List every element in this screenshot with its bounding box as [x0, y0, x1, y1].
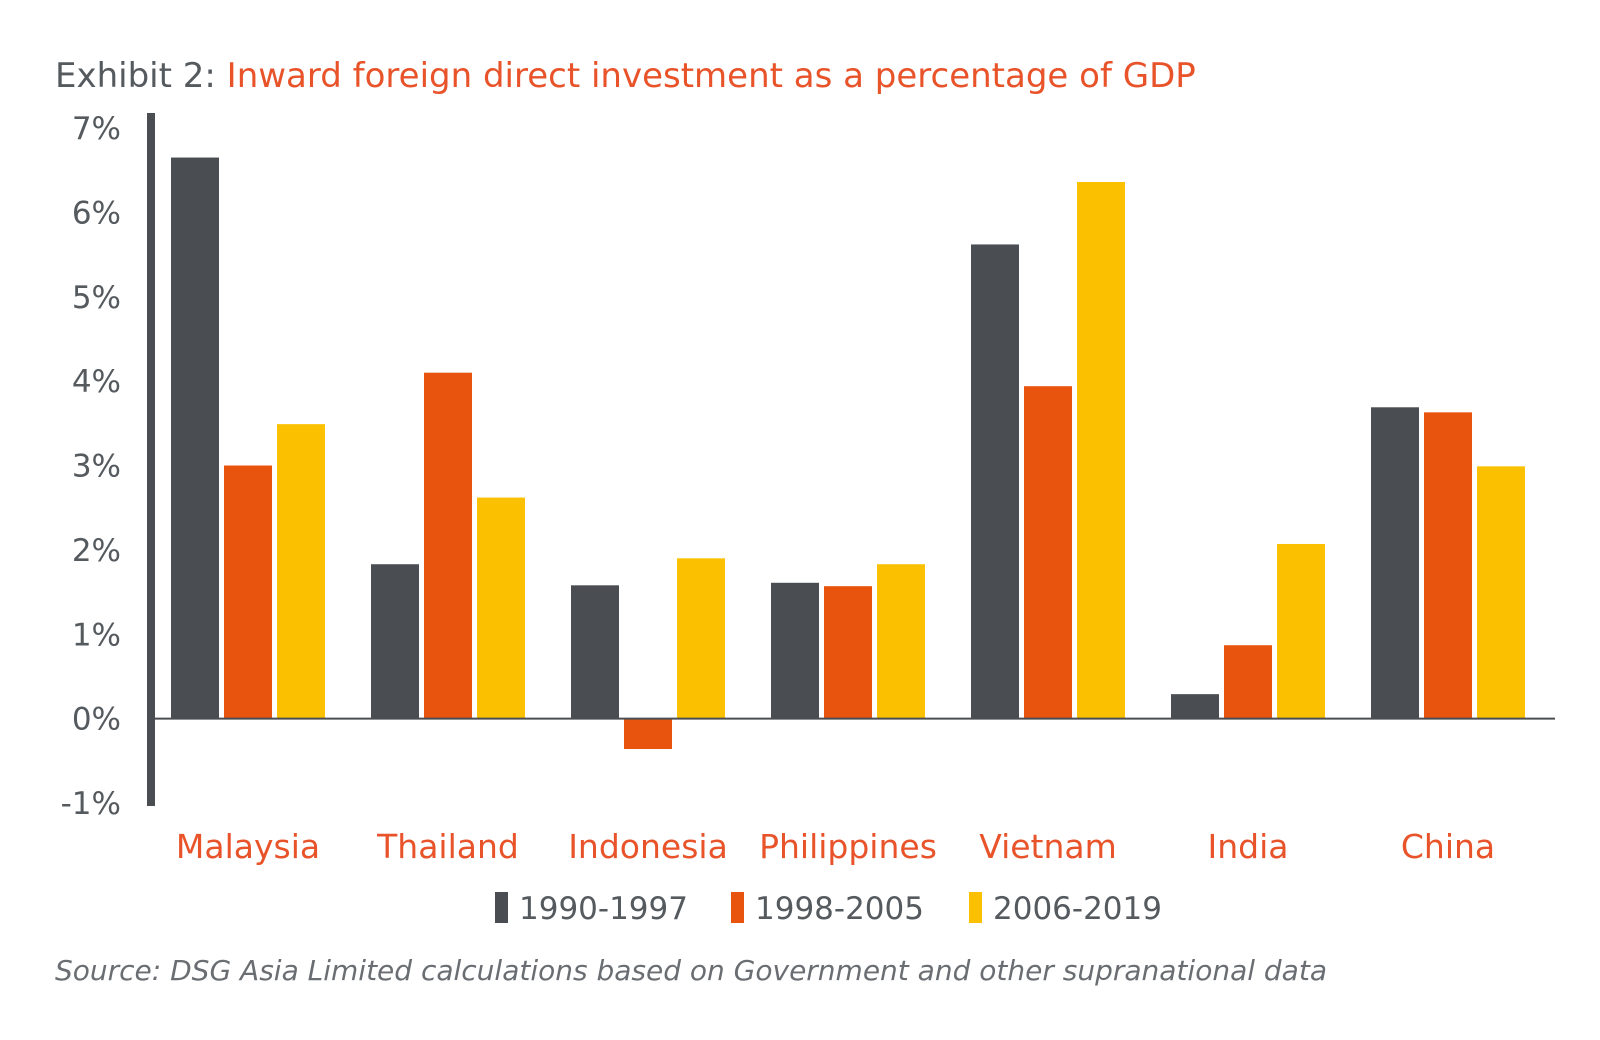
- x-category-label: Vietnam: [979, 827, 1117, 866]
- bar-group-philippines: [771, 564, 925, 719]
- y-axis-tick-labels: 7% 6% 5% 4% 3% 2% 1% 0% -1%: [61, 111, 121, 822]
- bar-india-2006-2019: [1277, 543, 1325, 719]
- source-note: Source: DSG Asia Limited calculations ba…: [55, 954, 1327, 987]
- chart-title-prefix: Exhibit 2:: [55, 56, 227, 96]
- bar-india-1998-2005: [1224, 645, 1272, 719]
- bar-philippines-1998-2005: [824, 586, 872, 719]
- bar-vietnam-2006-2019: [1077, 182, 1125, 719]
- legend-item-2006-2019: 2006-2019: [969, 891, 1162, 927]
- bar-china-1990-1997: [1371, 407, 1419, 719]
- bar-china-2006-2019: [1477, 466, 1525, 719]
- bar-indonesia-1998-2005: [624, 718, 672, 749]
- bar-malaysia-2006-2019: [277, 424, 325, 719]
- bar-groups: [171, 157, 1525, 749]
- bar-indonesia-2006-2019: [677, 558, 725, 719]
- bar-group-indonesia: [571, 558, 725, 749]
- bar-vietnam-1990-1997: [971, 244, 1019, 719]
- bar-indonesia-1990-1997: [571, 585, 619, 719]
- x-category-label: Malaysia: [176, 827, 320, 866]
- legend-label: 2006-2019: [993, 891, 1162, 927]
- legend-swatch: [731, 892, 744, 923]
- y-tick-label: 2%: [72, 533, 121, 569]
- chart-title: Exhibit 2: Inward foreign direct investm…: [55, 56, 1196, 96]
- bar-group-china: [1371, 407, 1525, 719]
- x-category-label: Thailand: [376, 827, 519, 866]
- y-axis-line: [147, 113, 155, 806]
- bar-philippines-2006-2019: [877, 564, 925, 719]
- bar-vietnam-1998-2005: [1024, 386, 1072, 719]
- bar-malaysia-1998-2005: [224, 465, 272, 719]
- y-tick-label: 6%: [72, 195, 121, 231]
- bar-thailand-1998-2005: [424, 372, 472, 719]
- bar-malaysia-1990-1997: [171, 157, 219, 719]
- y-tick-label: 0%: [72, 702, 121, 738]
- y-tick-label: 3%: [72, 449, 121, 485]
- legend-label: 1990-1997: [519, 891, 688, 927]
- legend-label: 1998-2005: [755, 891, 924, 927]
- y-tick-label: 1%: [72, 617, 121, 653]
- y-tick-label: 5%: [72, 280, 121, 316]
- x-axis-category-labels: Malaysia Thailand Indonesia Philippines Viet…: [176, 827, 1495, 866]
- legend-swatch: [969, 892, 982, 923]
- legend-item-1990-1997: 1990-1997: [495, 891, 688, 927]
- bar-philippines-1990-1997: [771, 582, 819, 719]
- x-category-label: Indonesia: [568, 827, 728, 866]
- bar-group-malaysia: [171, 157, 325, 719]
- bar-india-1990-1997: [1171, 694, 1219, 719]
- x-category-label: India: [1208, 827, 1289, 866]
- bar-china-1998-2005: [1424, 412, 1472, 719]
- y-tick-label: 7%: [72, 111, 121, 147]
- bar-group-thailand: [371, 372, 525, 719]
- legend-item-1998-2005: 1998-2005: [731, 891, 924, 927]
- chart-title-main: Inward foreign direct investment as a pe…: [227, 56, 1196, 96]
- x-category-label: Philippines: [759, 827, 937, 866]
- legend-swatch: [495, 892, 508, 923]
- bar-thailand-1990-1997: [371, 564, 419, 719]
- bar-group-vietnam: [971, 182, 1125, 719]
- bar-thailand-2006-2019: [477, 497, 525, 719]
- y-tick-label: 4%: [72, 364, 121, 400]
- x-category-label: China: [1401, 827, 1495, 866]
- y-tick-label: -1%: [61, 786, 121, 822]
- bar-group-india: [1171, 543, 1325, 719]
- legend: 1990-1997 1998-2005 2006-2019: [495, 891, 1162, 927]
